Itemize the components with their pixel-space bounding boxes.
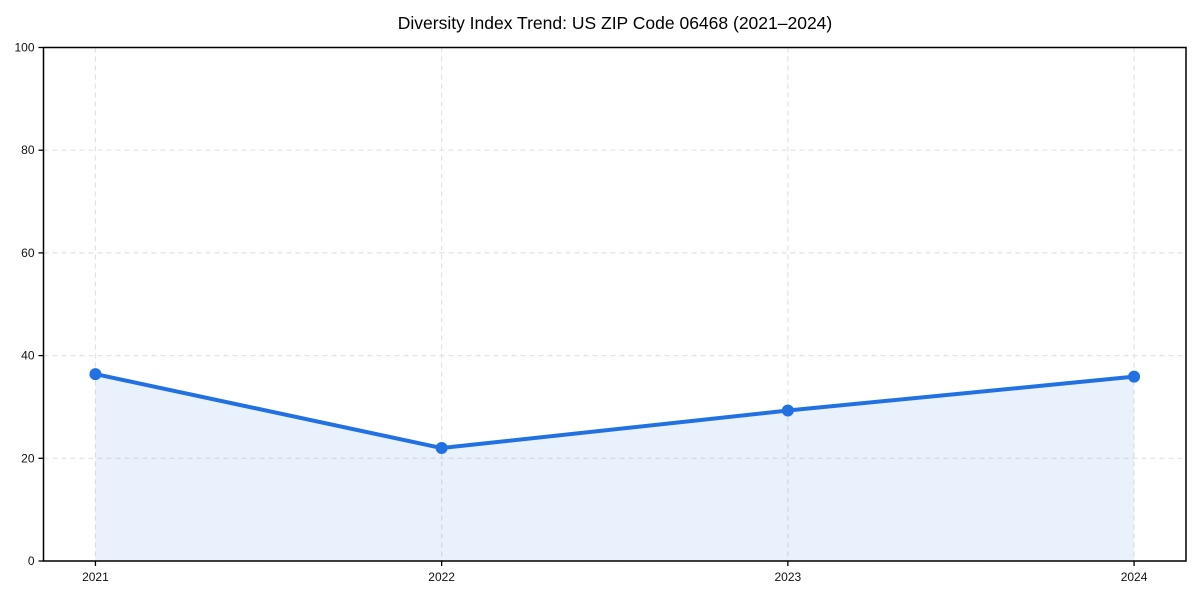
y-tick-label: 60 [21,246,35,260]
y-tick-label: 0 [28,554,35,568]
y-tick-label: 40 [21,349,35,363]
x-tick-label: 2021 [82,570,109,584]
data-point [781,404,794,417]
trend-line [93,372,1137,451]
chart-title: Diversity Index Trend: US ZIP Code 06468… [398,13,833,33]
x-tick-label: 2024 [1121,570,1148,584]
x-tick-label: 2022 [428,570,455,584]
y-tick-label: 80 [21,143,35,157]
x-tick-label: 2023 [775,570,802,584]
data-point [89,368,102,381]
plot-border [42,46,1187,562]
area-fill [95,374,1135,561]
data-point [1128,370,1141,383]
plot-area: 0 20 40 60 80 100 2021 2022 2023 2024 [14,41,1187,584]
y-tick-label: 20 [21,451,35,465]
y-tick-label: 100 [14,41,34,55]
data-point [435,442,448,455]
